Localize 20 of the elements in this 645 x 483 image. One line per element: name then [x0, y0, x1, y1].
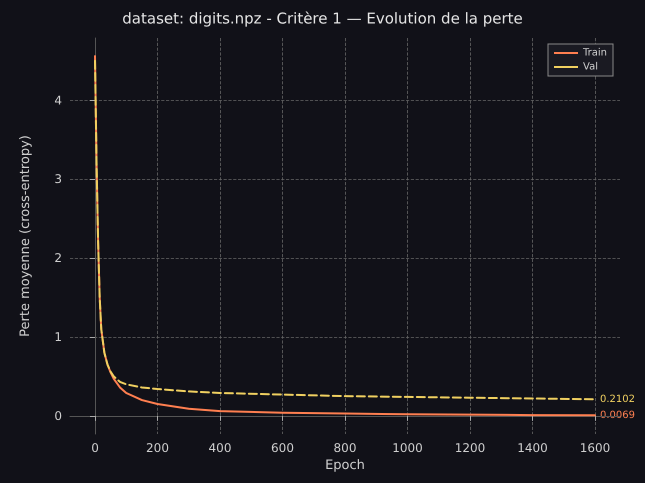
- x-tick-label: 1200: [454, 441, 486, 455]
- x-axis-title: Epoch: [325, 458, 365, 473]
- y-tick-label: 3: [54, 172, 62, 186]
- x-tick-label: 200: [146, 441, 169, 455]
- legend-label: Val: [583, 62, 598, 72]
- x-tick-label: 600: [271, 441, 294, 455]
- y-tick-label: 4: [54, 93, 62, 108]
- y-tick-label: 2: [54, 251, 62, 266]
- chart-title: dataset: digits.npz - Critère 1 — Evolution de la perte: [122, 10, 523, 28]
- x-tick-label: 800: [334, 441, 356, 455]
- x-tick-label: 1000: [392, 441, 423, 455]
- x-tick-label: 1600: [580, 441, 610, 455]
- x-tick-label: 400: [208, 441, 232, 455]
- annotation: 0.2102: [600, 394, 635, 405]
- x-tick-label: 0: [91, 441, 99, 455]
- x-tick-label: 1400: [517, 441, 548, 455]
- y-tick-label: 1: [54, 330, 62, 344]
- legend-label: Train: [582, 48, 608, 58]
- y-axis-title: Perte moyenne (cross-entropy): [18, 135, 33, 337]
- y-tick-label: 0: [54, 408, 62, 423]
